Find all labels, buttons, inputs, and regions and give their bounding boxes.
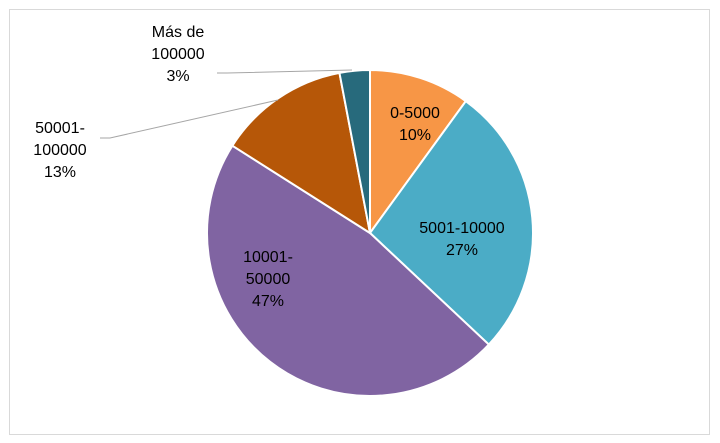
pie-slice [230,71,372,236]
label-text: 0-5000 [390,105,440,122]
leader-line [100,99,279,139]
data-label: 5001-10000 27% [392,218,532,262]
label-text: 50001-100000 [33,120,87,159]
pie-slice [206,144,491,397]
pie-slice [338,68,371,234]
label-text: 3% [166,68,190,85]
data-label: 50001-100000 13% [25,118,95,184]
label-text: 10001-50000 [243,249,293,288]
label-text: 27% [445,242,479,259]
pie-slice [368,99,534,346]
label-text: 10% [398,127,432,144]
label-text: 13% [43,164,77,181]
data-label: 0-5000 10% [365,103,465,147]
pie-slice [369,68,468,237]
label-text: Más de 100000 [151,24,205,63]
data-label: 10001-50000 47% [228,247,308,313]
leader-line [217,69,353,74]
label-text: 47% [251,293,285,310]
label-text: 5001-10000 [419,220,505,237]
data-label: Más de 100000 3% [138,22,218,88]
